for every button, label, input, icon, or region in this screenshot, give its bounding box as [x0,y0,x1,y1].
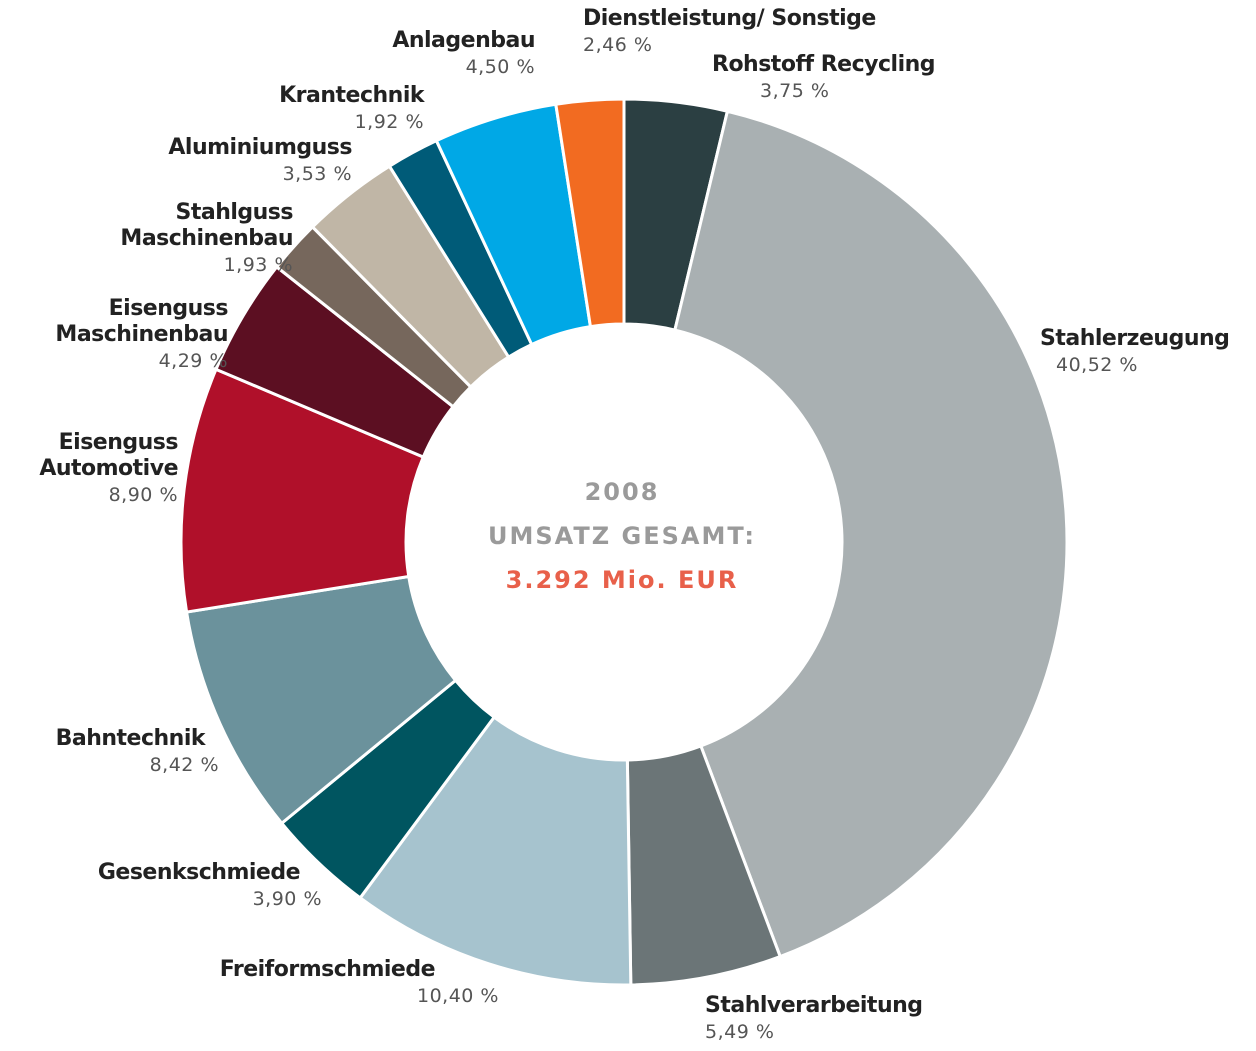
slice-label: Eisenguss Maschinenbau 4,29 % [55,296,228,374]
category-name: Stahlverarbeitung [705,993,923,1018]
donut-segment [179,367,426,614]
slice-label: Stahlguss Maschinenbau 1,93 % [120,200,293,278]
value-label: 2,46 % [583,34,653,56]
slice-label: Rohstoff Recycling 3,75 % [712,52,936,104]
slice-label: Krantechnik 1,92 % [279,83,424,135]
center-year: 2008 [584,478,660,506]
value-label: 4,29 % [158,350,228,372]
category-name: Stahlerzeugung [1040,326,1230,351]
slice-label: Eisenguss Automotive 8,90 % [39,430,178,508]
value-label: 3,53 % [282,163,352,185]
center-total: 3.292 Mio. EUR [505,566,739,594]
slice-label: Freiformschmiede 10,40 % [219,957,499,1009]
category-name: Gesenkschmiede [97,860,301,885]
donut-segment [358,715,633,987]
slice-label: Gesenkschmiede 3,90 % [97,860,322,912]
value-label: 8,90 % [108,484,178,506]
value-label: 3,75 % [760,80,830,102]
value-label: 8,42 % [149,754,219,776]
value-label: 10,40 % [417,985,499,1007]
category-name: Rohstoff Recycling [712,52,936,77]
category-name: Dienstleistung/ Sonstige [583,6,876,31]
slice-label: Aluminiumguss 3,53 % [168,135,352,187]
value-label: 4,50 % [465,56,535,78]
category-name: Eisenguss Maschinenbau [55,296,228,347]
donut-segment [554,97,626,329]
value-label: 5,49 % [705,1021,775,1043]
slice-label: Anlagenbau 4,50 % [392,28,535,80]
category-name: Krantechnik [279,83,424,108]
value-label: 3,90 % [252,888,322,910]
category-name: Eisenguss Automotive [39,430,178,481]
slice-label: Stahlverarbeitung 5,49 % [705,993,923,1045]
category-name: Aluminiumguss [168,135,352,160]
donut-segment [673,109,1069,959]
category-name: Freiformschmiede [219,957,436,982]
value-label: 1,92 % [354,111,424,133]
value-label: 40,52 % [1056,354,1138,376]
category-name: Bahntechnik [55,726,206,751]
value-label: 1,93 % [223,254,293,276]
center-label: UMSATZ GESAMT: [488,522,756,550]
slice-label: Stahlerzeugung 40,52 % [1040,326,1230,378]
slice-label: Dienstleistung/ Sonstige 2,46 % [583,6,876,58]
slice-label: Bahntechnik 8,42 % [55,726,219,778]
category-name: Stahlguss Maschinenbau [120,200,293,251]
category-name: Anlagenbau [392,28,535,53]
